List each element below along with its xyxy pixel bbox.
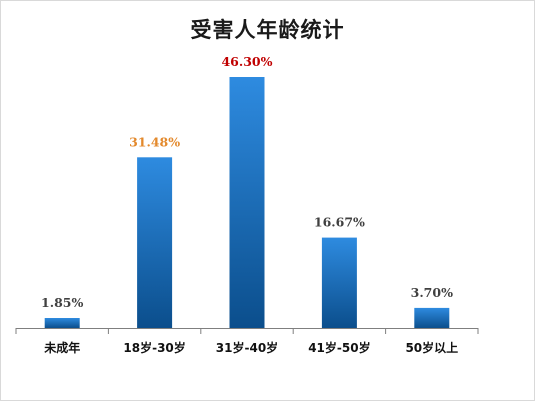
bar-5 [414,307,450,328]
data-label-5: 3.70% [411,285,453,300]
bars-group [44,77,450,328]
tick-labels-group: 未成年 18岁-30岁 31岁-40岁 41岁-50岁 50岁以上 [43,340,458,355]
tick-label-3: 31岁-40岁 [216,340,278,355]
tick-label-4: 41岁-50岁 [308,340,370,355]
x-axis [15,328,479,334]
data-label-1: 1.85% [41,295,83,310]
data-label-3: 46.30% [221,54,272,69]
tick-label-1: 未成年 [43,340,80,355]
bar-4 [321,237,357,328]
bar-2 [137,157,173,328]
chart-title: 受害人年龄统计 [190,17,345,42]
data-label-2: 31.48% [129,134,180,149]
bar-3 [229,77,265,328]
data-labels-group: 1.85% 31.48% 46.30% 16.67% 3.70% [41,54,453,310]
tick-label-5: 50岁以上 [405,340,458,355]
data-label-4: 16.67% [314,215,365,230]
tick-label-2: 18岁-30岁 [123,340,185,355]
bar-1 [44,318,80,328]
